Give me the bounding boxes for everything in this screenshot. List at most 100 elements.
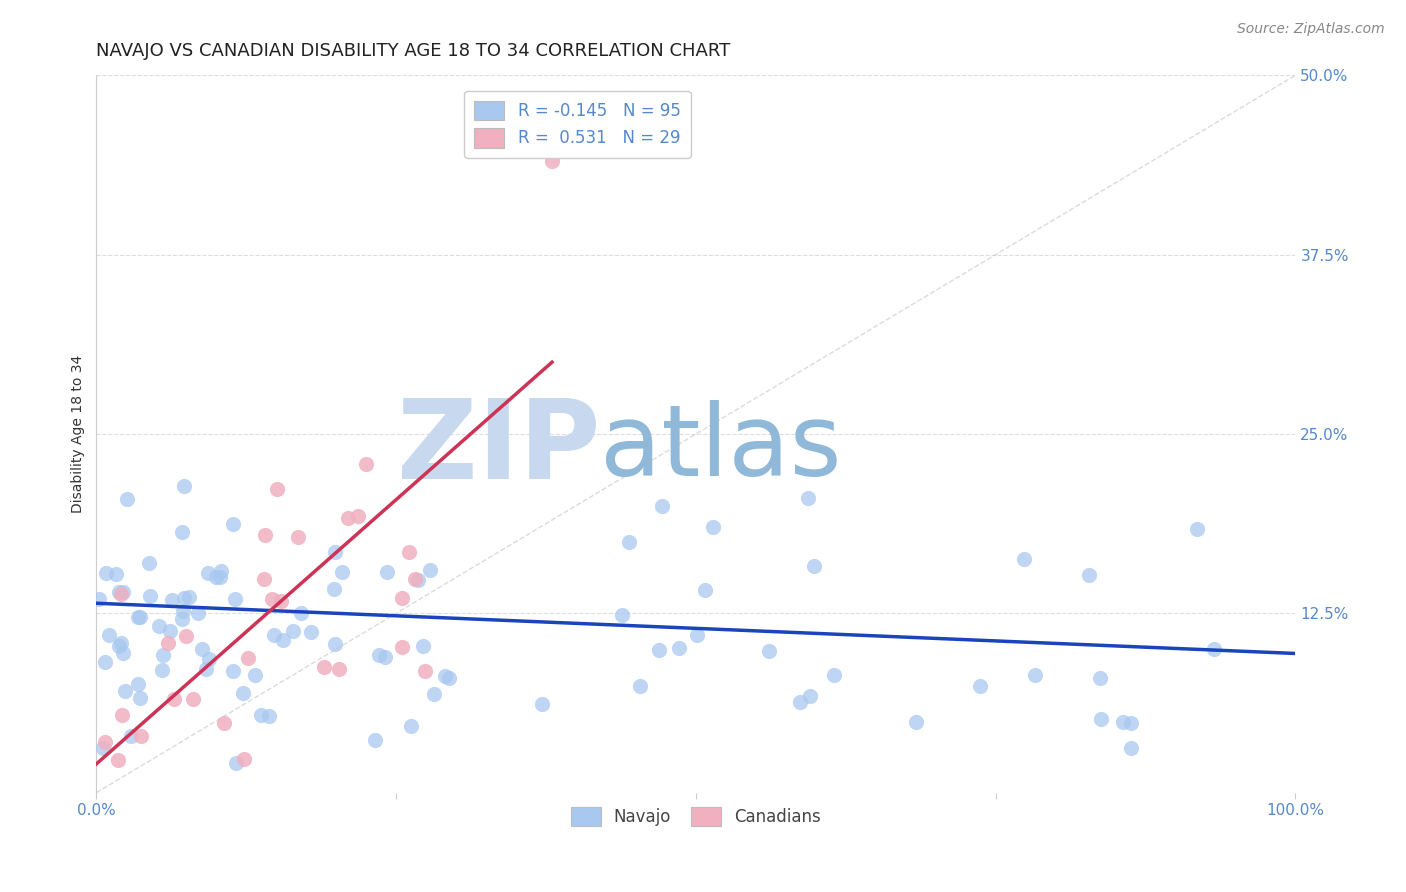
Point bbox=[107, 639, 129, 653]
Point bbox=[172, 524, 194, 539]
Point bbox=[1090, 671, 1112, 685]
Point bbox=[121, 729, 143, 743]
Point bbox=[391, 591, 413, 605]
Point bbox=[412, 639, 434, 653]
Point bbox=[107, 585, 129, 599]
Point bbox=[695, 582, 717, 597]
Point bbox=[139, 589, 162, 603]
Point bbox=[198, 651, 221, 665]
Point bbox=[159, 624, 181, 638]
Point bbox=[105, 567, 128, 582]
Point bbox=[368, 648, 391, 662]
Point bbox=[541, 154, 564, 169]
Point bbox=[250, 708, 273, 723]
Point bbox=[434, 669, 457, 683]
Y-axis label: Disability Age 18 to 34: Disability Age 18 to 34 bbox=[72, 355, 86, 513]
Point bbox=[1112, 714, 1135, 729]
Point bbox=[243, 668, 266, 682]
Point bbox=[619, 534, 641, 549]
Point bbox=[398, 545, 420, 559]
Point bbox=[337, 510, 360, 524]
Point bbox=[152, 648, 174, 662]
Point bbox=[110, 587, 132, 601]
Point bbox=[263, 628, 285, 642]
Point bbox=[232, 686, 254, 700]
Point bbox=[287, 530, 309, 544]
Point bbox=[404, 572, 426, 586]
Point bbox=[530, 697, 553, 711]
Point bbox=[129, 609, 152, 624]
Point bbox=[266, 482, 288, 496]
Point bbox=[179, 591, 201, 605]
Point bbox=[354, 457, 377, 471]
Point bbox=[173, 591, 195, 605]
Point bbox=[138, 557, 160, 571]
Point bbox=[423, 687, 446, 701]
Point bbox=[205, 570, 228, 584]
Point bbox=[93, 656, 115, 670]
Point bbox=[375, 565, 398, 579]
Text: ZIP: ZIP bbox=[396, 395, 600, 502]
Point bbox=[364, 732, 387, 747]
Point bbox=[413, 664, 436, 678]
Point bbox=[1119, 741, 1142, 756]
Point bbox=[222, 516, 245, 531]
Point bbox=[197, 566, 219, 581]
Point bbox=[253, 528, 276, 542]
Point bbox=[224, 591, 246, 606]
Point bbox=[328, 663, 350, 677]
Point bbox=[94, 566, 117, 580]
Point bbox=[1078, 567, 1101, 582]
Point bbox=[93, 735, 115, 749]
Text: Source: ZipAtlas.com: Source: ZipAtlas.com bbox=[1237, 22, 1385, 37]
Point bbox=[823, 668, 845, 682]
Point bbox=[115, 491, 138, 506]
Point bbox=[262, 592, 284, 607]
Point bbox=[702, 520, 724, 534]
Point bbox=[273, 633, 295, 648]
Point bbox=[190, 641, 212, 656]
Point bbox=[290, 606, 312, 620]
Point bbox=[163, 692, 186, 706]
Point bbox=[107, 753, 129, 767]
Point bbox=[97, 628, 120, 642]
Point bbox=[129, 690, 152, 705]
Point bbox=[1090, 712, 1112, 726]
Point bbox=[1185, 522, 1208, 536]
Point bbox=[111, 646, 134, 660]
Point bbox=[127, 610, 149, 624]
Point bbox=[232, 752, 254, 766]
Point bbox=[89, 592, 111, 607]
Point bbox=[668, 640, 690, 655]
Point bbox=[160, 593, 183, 607]
Point bbox=[419, 563, 441, 577]
Point bbox=[686, 628, 709, 642]
Point bbox=[648, 643, 671, 657]
Point bbox=[325, 637, 347, 651]
Point bbox=[212, 716, 235, 731]
Legend: Navajo, Canadians: Navajo, Canadians bbox=[562, 798, 830, 835]
Point bbox=[1119, 715, 1142, 730]
Point bbox=[150, 663, 173, 677]
Point bbox=[314, 659, 336, 673]
Point bbox=[170, 612, 193, 626]
Point bbox=[799, 689, 821, 703]
Point bbox=[209, 564, 232, 578]
Point bbox=[129, 729, 152, 743]
Point bbox=[904, 715, 927, 730]
Point bbox=[439, 672, 461, 686]
Point bbox=[1024, 668, 1046, 682]
Point bbox=[222, 664, 245, 678]
Point bbox=[1014, 552, 1036, 566]
Point bbox=[111, 584, 134, 599]
Point bbox=[789, 695, 811, 709]
Text: NAVAJO VS CANADIAN DISABILITY AGE 18 TO 34 CORRELATION CHART: NAVAJO VS CANADIAN DISABILITY AGE 18 TO … bbox=[97, 42, 731, 60]
Point bbox=[610, 607, 633, 622]
Point bbox=[301, 625, 323, 640]
Point bbox=[401, 719, 423, 733]
Point bbox=[270, 593, 292, 607]
Point bbox=[187, 607, 209, 621]
Point bbox=[194, 662, 217, 676]
Text: atlas: atlas bbox=[600, 400, 842, 497]
Point bbox=[176, 629, 198, 643]
